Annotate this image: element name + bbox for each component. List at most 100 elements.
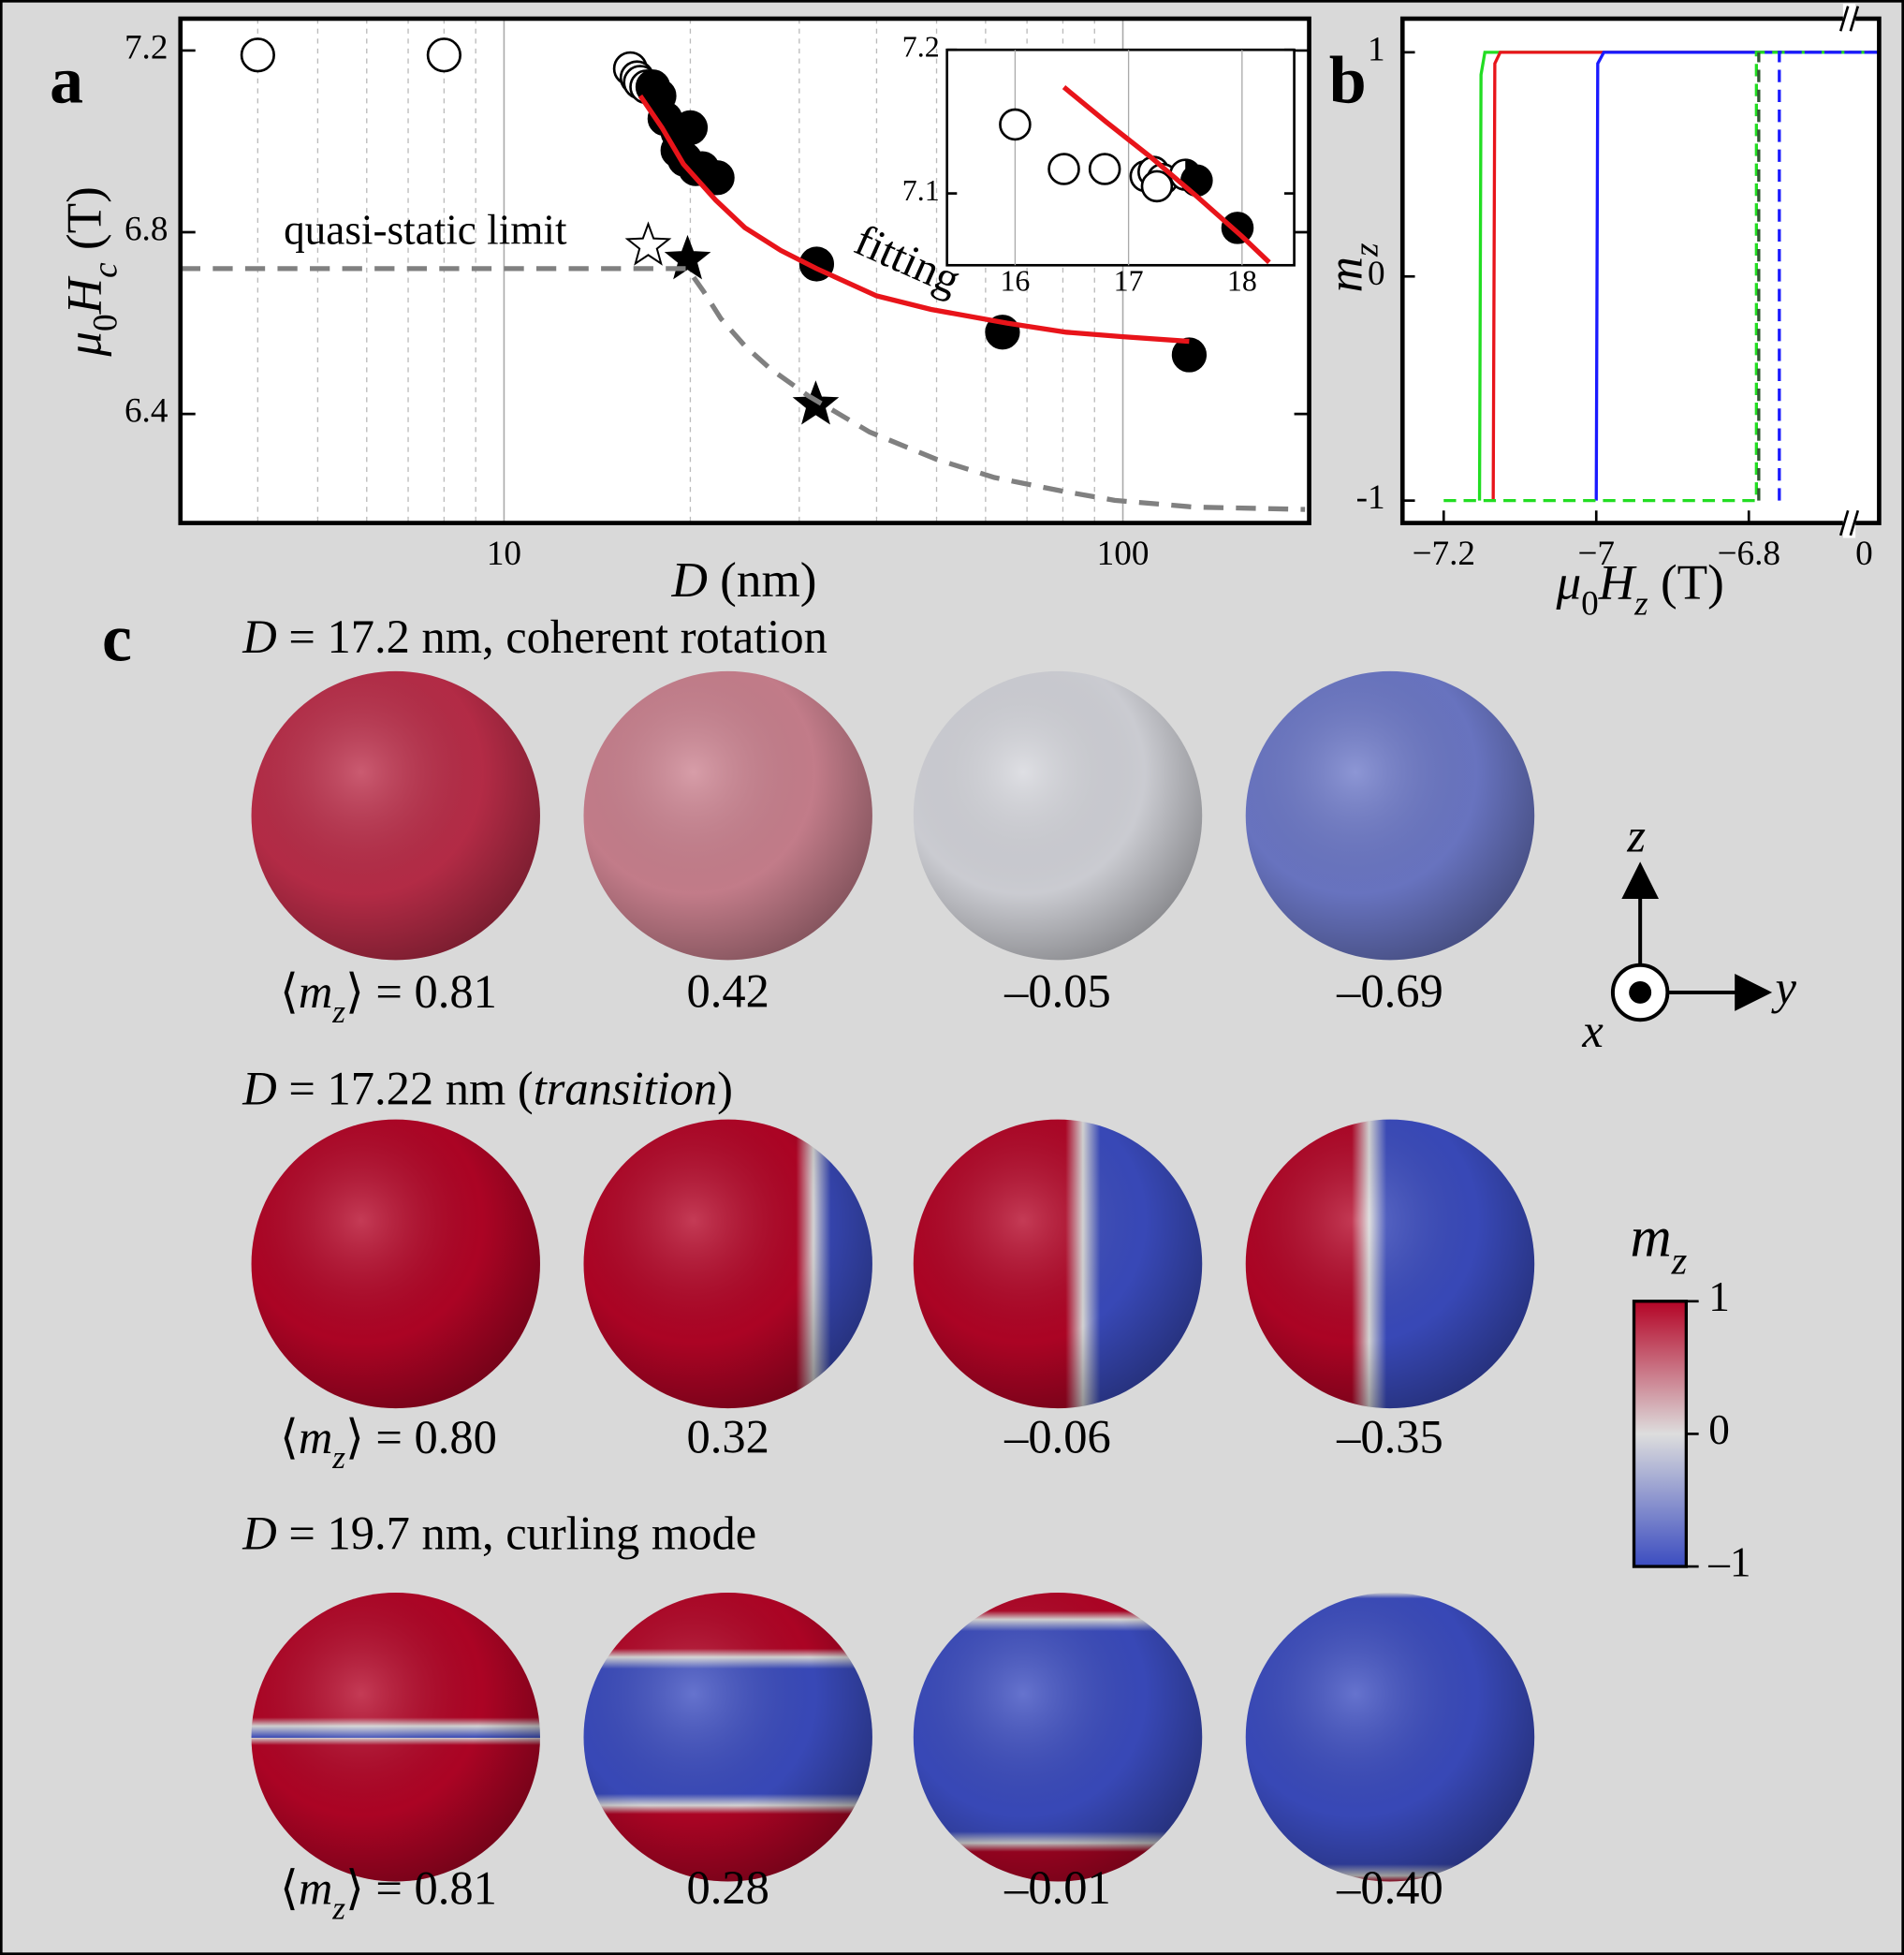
row-title: D = 19.7 nm, curling mode [242,1507,756,1559]
sphere-shading [583,1119,872,1409]
colorbar-tick-label: 0 [1708,1406,1730,1453]
plot-frame [1399,16,1882,525]
axis-name: x [1581,1005,1604,1057]
sphere-shading [1245,1592,1535,1882]
y-axis-label-part: H [57,275,112,315]
x-tick-label: 18 [1227,265,1257,298]
y-axis-label-part: (T) [57,186,112,262]
mz-label-part: ⟩ = [345,965,414,1018]
row-title-part: = 19.7 nm, curling mode [277,1507,756,1559]
y-axis-label: mz [1318,243,1386,292]
mz-label-part: ⟩ = [345,1861,414,1914]
panel-letter: a [50,43,83,118]
mz-line [1778,51,1880,501]
sphere [913,1119,1203,1409]
x-axis-label-part: 0 [1581,585,1599,624]
row-title: D = 17.22 nm (transition) [242,1062,733,1114]
break-mark [1838,509,1850,537]
sphere [251,670,540,961]
break-mark [1849,6,1860,32]
x-axis-label: μ0Hz (T) [1555,555,1723,624]
point [240,37,275,73]
mz-label-part: ⟩ = [345,1411,414,1463]
axis-break [1838,507,1860,538]
row-title-part: D [242,1062,276,1114]
plot-frame [178,16,1311,525]
row-title-part: ) [717,1062,733,1114]
x-tick-label: 17 [1114,265,1144,298]
colorbar [1632,1300,1689,1568]
mz-value: –0.35 [1336,1411,1443,1463]
sphere-shading [251,1592,540,1882]
sphere-shading [583,1592,872,1882]
star [664,234,711,280]
y-tick-label: 6.8 [124,211,168,249]
mz-value: –0.40 [1336,1861,1443,1914]
sphere-shading [251,1119,540,1409]
y-axis-label-part: μ [57,331,112,358]
point [1088,153,1121,185]
mz-label-part: m [299,965,332,1018]
mz-label-part: z [331,1438,345,1476]
mz-label-part: z [331,992,345,1030]
row-title: D = 17.2 nm, coherent rotation [242,610,828,663]
x-tick-label: 100 [1097,535,1150,573]
sphere-shading [583,670,872,961]
point [426,37,461,73]
row-title-part: = 17.22 nm ( [277,1062,534,1114]
panel-letter: b [1329,43,1367,118]
mz-value: 0.28 [687,1861,769,1914]
x-tick-label: −6.8 [1717,535,1780,573]
sphere-shading [251,670,540,961]
colorbar-title: mz [1631,1205,1688,1283]
mz-label-part: z [331,1889,345,1927]
star [624,221,672,266]
sphere [913,1592,1203,1882]
mz-value: 0.80 [415,1411,497,1463]
mz-value: –0.69 [1336,965,1443,1018]
mz-value: –0.06 [1003,1411,1111,1463]
sphere [1245,1592,1535,1882]
axis-break [1838,3,1860,34]
point [999,108,1032,141]
sphere [251,1592,540,1882]
sphere-shading [1245,1119,1535,1409]
y-axis-label-part: 0 [87,314,125,331]
mz-value: –0.05 [1003,965,1111,1018]
x-tick-label: −7 [1577,535,1615,573]
fit-line [1062,85,1271,265]
point [1171,337,1208,373]
row-title-part: D [242,1507,276,1559]
x-axis-label-part: H [1598,555,1637,610]
x-tick-label: −7.2 [1413,535,1476,573]
colorbar-title-part: m [1631,1205,1672,1269]
sphere [583,1119,872,1409]
mz-label-part: m [299,1861,332,1914]
sphere-shading [913,1592,1203,1882]
mz-line [1594,51,1880,501]
sphere-shading [913,1119,1203,1409]
y-tick-label: 7.2 [124,28,168,66]
mz-value: 0.32 [687,1411,769,1463]
colorbar-title-part: z [1671,1240,1688,1284]
y-axis-label-part: m [1318,257,1373,292]
x-axis-label: D (nm) [670,552,816,608]
y-tick-label: 0 [1368,255,1385,293]
x-axis-label-part: z [1633,585,1648,624]
x-tick-label: 0 [1855,535,1873,573]
sphere [1245,1119,1535,1409]
x-axis-label-part: μ [1555,555,1581,610]
y-tick-label: 1 [1368,30,1385,68]
sphere [583,670,872,961]
fit-line [637,94,1190,345]
point [1140,169,1174,203]
sphere [583,1592,872,1882]
colorbar-tick-label: 1 [1708,1273,1730,1320]
mz-label-part: ⟨ [280,1861,299,1914]
mz-value: –0.01 [1003,1861,1111,1914]
x-tick-label: 16 [1000,265,1030,298]
mz-value: 0.81 [415,1861,497,1914]
row-title-part: D [242,610,276,663]
